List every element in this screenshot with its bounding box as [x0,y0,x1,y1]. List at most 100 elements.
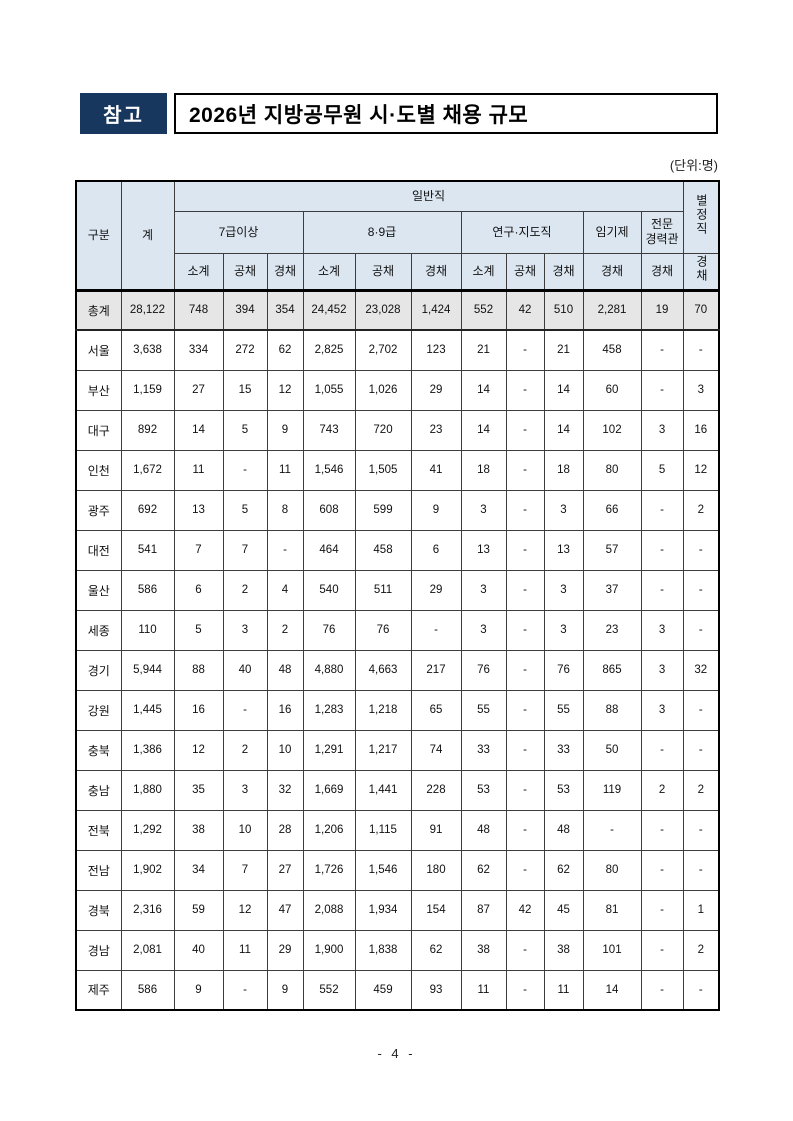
sub-header-6: 경채 [410,252,462,292]
value-cell: 394 [222,289,268,331]
sub-header-3: 경채 [266,252,304,292]
value-cell: - [505,409,545,451]
value-cell: 10 [266,729,304,771]
value-cell: - [505,809,545,851]
value-cell: 3 [543,569,584,611]
region-cell: 경북 [75,889,122,931]
value-cell: - [505,969,545,1011]
table-row: 총계 28,122 748 394 354 24,452 23,028 1,424 552 42 5… [75,289,720,331]
value-cell: 47 [266,889,304,931]
value-cell: 459 [354,969,412,1011]
region-cell: 인천 [75,449,122,491]
value-cell: 42 [505,289,545,331]
value-cell: 88 [582,689,642,731]
value-cell: 76 [354,609,412,651]
value-cell: 692 [120,489,175,531]
value-cell: 29 [410,369,462,411]
value-cell: 2 [222,729,268,771]
value-cell: 2 [640,769,684,811]
value-cell: 3 [543,609,584,651]
value-cell: 62 [410,929,462,971]
col-header-total: 계 [120,180,175,292]
value-cell: 53 [460,769,507,811]
value-cell: 3 [460,569,507,611]
value-cell: 5 [173,609,224,651]
value-cell: 1,424 [410,289,462,331]
region-cell: 광주 [75,489,122,531]
value-cell: 3 [640,689,684,731]
value-cell: - [640,809,684,851]
value-cell: 10 [222,809,268,851]
value-cell: - [505,729,545,771]
sub-header-11: 경채 [640,252,684,292]
title-box: 2026년 지방공무원 시·도별 채용 규모 [174,93,718,134]
table-row: 울산 586 6 2 4 540 511 29 3-3 37- - [75,569,720,611]
value-cell: 154 [410,889,462,931]
table-row: 광주 692 13 5 8 608 599 9 3-3 66-2 [75,489,720,531]
sub-header-4: 소계 [302,252,356,292]
sub-header-9: 경채 [543,252,584,292]
region-cell: 충남 [75,769,122,811]
value-cell: 66 [582,489,642,531]
value-cell: 57 [582,529,642,571]
value-cell: - [505,449,545,491]
value-cell: 18 [460,449,507,491]
value-cell: 2 [682,489,720,531]
value-cell: 16 [266,689,304,731]
value-cell: - [640,329,684,371]
region-cell: 경남 [75,929,122,971]
value-cell: 7 [222,849,268,891]
value-cell: 586 [120,569,175,611]
value-cell: 19 [640,289,684,331]
region-cell: 부산 [75,369,122,411]
value-cell: 38 [543,929,584,971]
value-cell: - [640,969,684,1011]
value-cell: 38 [460,929,507,971]
table-row: 경남 2,081 40 11 29 1,900 1,838 62 38-38 101-2 [75,929,720,971]
value-cell: 29 [266,929,304,971]
value-cell: 70 [682,289,720,331]
value-cell: 272 [222,329,268,371]
value-cell: 1 [682,889,720,931]
value-cell: 5 [222,489,268,531]
table-row: 충남 1,880 35 3 32 1,669 1,441 228 53-53 119 2 2 [75,769,720,811]
region-cell: 경기 [75,649,122,691]
value-cell: 9 [410,489,462,531]
value-cell: - [505,689,545,731]
header-row-main: 구분 계 일반직 별정직 [75,180,720,292]
region-cell: 대전 [75,529,122,571]
value-cell: - [505,769,545,811]
value-cell: 65 [410,689,462,731]
value-cell: 586 [120,969,175,1011]
value-cell: - [222,969,268,1011]
value-cell: 55 [460,689,507,731]
value-cell: - [682,729,720,771]
value-cell: 12 [173,729,224,771]
value-cell: 4 [266,569,304,611]
value-cell: 540 [302,569,356,611]
value-cell: 1,386 [120,729,175,771]
table-row: 전남 1,902 34 7 27 1,726 1,546 180 62-62 80- - [75,849,720,891]
value-cell: - [640,929,684,971]
value-cell: 32 [266,769,304,811]
value-cell: 608 [302,489,356,531]
value-cell: 2,316 [120,889,175,931]
value-cell: 7 [222,529,268,571]
col-header-general-group: 일반직 [173,180,684,212]
region-cell: 제주 [75,969,122,1011]
value-cell: 7 [173,529,224,571]
value-cell: 60 [582,369,642,411]
region-cell: 서울 [75,329,122,371]
value-cell: - [682,329,720,371]
value-cell: - [640,529,684,571]
value-cell: 29 [410,569,462,611]
value-cell: 50 [582,729,642,771]
value-cell: 5,944 [120,649,175,691]
table-row: 인천 1,672 11-11 1,546 1,505 41 18-18 80 5 12 [75,449,720,491]
value-cell: 2,081 [120,929,175,971]
value-cell: - [640,889,684,931]
value-cell: 101 [582,929,642,971]
recruitment-table: 구분 계 일반직 별정직 7급이상 8·9급 연구·지도직 임기제 전문 경력관 소계 공… [75,180,721,1011]
col-header-special-group: 별정직 [682,180,720,254]
value-cell: 1,669 [302,769,356,811]
